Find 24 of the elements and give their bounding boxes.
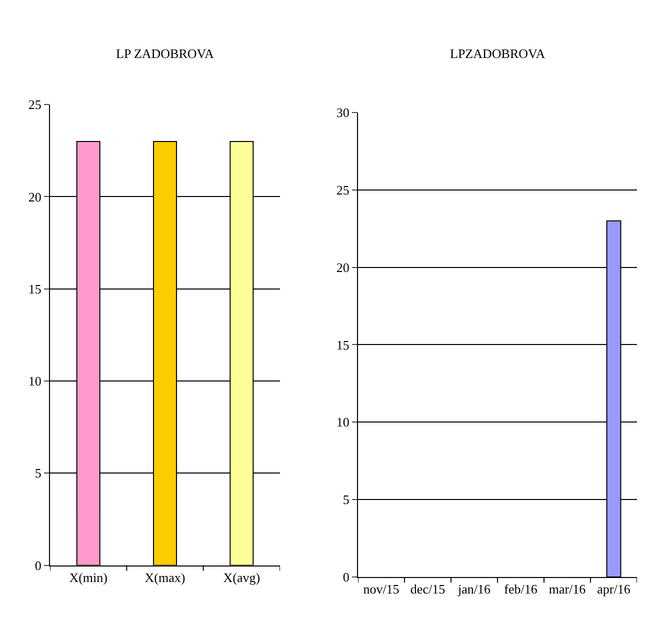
y-tick-label: 20 [336,260,350,275]
x-tick-label: jan/16 [457,582,491,597]
x-tick-label: apr/16 [597,582,631,597]
x-tick-label: X(max) [144,570,186,585]
y-tick-label: 25 [336,182,350,198]
y-tick-label: 10 [336,414,350,430]
y-tick-label: 0 [34,558,42,573]
y-tick-label: 15 [28,281,42,296]
y-tick-label: 25 [28,97,42,112]
x-tick-label: nov/15 [363,582,400,597]
y-tick-label: 0 [342,570,350,585]
x-tick-label: X(min) [69,570,108,585]
y-tick-label: 5 [342,492,350,508]
x-tick-label: feb/16 [504,582,538,597]
x-tick-label: dec/15 [410,582,446,597]
y-tick-label: 15 [336,337,350,352]
chart-title: LP ZADOBROVA [116,46,214,61]
y-tick-label: 20 [28,189,42,204]
x-tick-label: mar/16 [548,582,586,597]
y-tick-label: 30 [336,104,350,120]
x-tick-label: X(avg) [223,570,260,585]
y-tick-label: 5 [34,466,42,481]
y-tick-label: 10 [28,374,42,389]
chart-title: LPZADOBROVA [450,46,546,61]
